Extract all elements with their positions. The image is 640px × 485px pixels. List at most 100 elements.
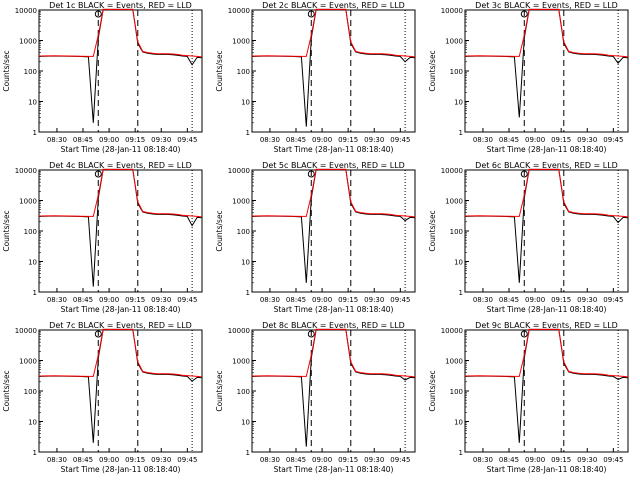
y-axis-label: Counts/sec: [215, 210, 224, 251]
x-axis-label: Start Time (28-Jan-11 08:18:40): [487, 145, 607, 154]
panel-frame: [38, 9, 203, 133]
y-tick-label: 100: [450, 228, 463, 236]
x-tick-label: 09:45: [390, 136, 410, 144]
x-tick-label: 09:30: [577, 136, 597, 144]
x-tick-label: 08:45: [73, 296, 93, 304]
x-tick-label: 08:45: [499, 136, 519, 144]
x-tick-label: 09:45: [603, 296, 623, 304]
events-series-line: [38, 8, 203, 123]
open-circle-marker: [520, 10, 528, 18]
y-tick-label: 10: [241, 99, 250, 107]
y-tick-label: 1: [33, 289, 37, 297]
y-tick-label: 10: [241, 419, 250, 427]
x-tick-label: 09:45: [177, 456, 197, 464]
events-series-line: [251, 8, 416, 127]
y-tick-label: 1: [459, 289, 463, 297]
x-tick-label: 09:00: [99, 456, 119, 464]
events-series-line: [38, 328, 203, 443]
x-tick-label: 08:45: [499, 296, 519, 304]
events-series-line: [38, 168, 203, 287]
events-series-line: [251, 328, 416, 447]
x-tick-label: 09:15: [551, 136, 571, 144]
x-tick-label: 09:00: [312, 456, 332, 464]
y-tick-label: 1: [459, 449, 463, 457]
panel-frame: [251, 329, 416, 453]
x-tick-label: 09:30: [364, 456, 384, 464]
y-tick-label: 10: [454, 419, 463, 427]
x-axis-label: Start Time (28-Jan-11 08:18:40): [487, 465, 607, 474]
panel-frame: [251, 9, 416, 133]
y-tick-label: 10: [28, 99, 37, 107]
x-tick-label: 09:00: [525, 136, 545, 144]
y-tick-label: 10000: [441, 167, 463, 175]
y-tick-label: 1000: [19, 358, 37, 366]
y-tick-label: 1000: [19, 38, 37, 46]
lld-series-line: [251, 168, 416, 218]
panel-title: Det 3c BLACK = Events, RED = LLD: [475, 1, 618, 10]
x-tick-label: 09:30: [151, 456, 171, 464]
y-tick-label: 1000: [232, 358, 250, 366]
y-tick-label: 1: [33, 129, 37, 137]
x-tick-label: 09:00: [525, 456, 545, 464]
open-circle-marker: [307, 330, 315, 338]
y-tick-label: 10000: [15, 167, 37, 175]
panel-frame: [251, 169, 416, 293]
x-tick-label: 09:00: [99, 136, 119, 144]
y-tick-label: 10000: [441, 327, 463, 335]
x-tick-label: 09:30: [577, 296, 597, 304]
y-tick-label: 10: [28, 419, 37, 427]
x-axis-label: Start Time (28-Jan-11 08:18:40): [274, 465, 394, 474]
x-tick-label: 09:15: [338, 136, 358, 144]
x-tick-label: 09:15: [338, 456, 358, 464]
panel-title: Det 4c BLACK = Events, RED = LLD: [49, 161, 192, 170]
y-axis-label: Counts/sec: [428, 50, 437, 91]
events-series-line: [251, 168, 416, 283]
open-circle-marker: [307, 170, 315, 178]
x-tick-label: 09:45: [603, 136, 623, 144]
open-circle-marker: [94, 330, 102, 338]
y-axis-label: Counts/sec: [215, 50, 224, 91]
events-series-line: [464, 168, 629, 283]
y-axis-label: Counts/sec: [215, 370, 224, 411]
x-axis-label: Start Time (28-Jan-11 08:18:40): [61, 305, 181, 314]
lld-series-line: [251, 8, 416, 58]
x-tick-label: 09:45: [177, 136, 197, 144]
y-tick-label: 100: [24, 228, 37, 236]
y-tick-label: 1: [246, 289, 250, 297]
y-tick-label: 100: [237, 68, 250, 76]
x-tick-label: 08:45: [73, 456, 93, 464]
panel-title: Det 6c BLACK = Events, RED = LLD: [475, 161, 618, 170]
x-tick-label: 09:00: [312, 136, 332, 144]
x-tick-label: 09:45: [603, 456, 623, 464]
y-axis-label: Counts/sec: [428, 370, 437, 411]
x-tick-label: 09:15: [125, 136, 145, 144]
y-tick-label: 100: [24, 68, 37, 76]
x-axis-label: Start Time (28-Jan-11 08:18:40): [274, 145, 394, 154]
y-tick-label: 10000: [441, 7, 463, 15]
x-tick-label: 09:30: [151, 296, 171, 304]
x-tick-label: 08:30: [260, 136, 280, 144]
y-axis-label: Counts/sec: [428, 210, 437, 251]
x-axis-label: Start Time (28-Jan-11 08:18:40): [274, 305, 394, 314]
x-tick-label: 09:45: [390, 456, 410, 464]
x-tick-label: 09:15: [551, 456, 571, 464]
x-tick-label: 09:15: [551, 296, 571, 304]
x-tick-label: 09:15: [338, 296, 358, 304]
y-axis-label: Counts/sec: [2, 210, 11, 251]
panel-frame: [38, 329, 203, 453]
panel-title: Det 2c BLACK = Events, RED = LLD: [262, 1, 405, 10]
panel-title: Det 7c BLACK = Events, RED = LLD: [49, 321, 192, 330]
y-tick-label: 10: [454, 99, 463, 107]
lld-series-line: [464, 168, 629, 218]
x-axis-label: Start Time (28-Jan-11 08:18:40): [61, 145, 181, 154]
lld-series-line: [464, 8, 629, 58]
x-tick-label: 08:30: [260, 456, 280, 464]
events-series-line: [464, 328, 629, 443]
x-tick-label: 08:30: [260, 296, 280, 304]
open-circle-marker: [94, 10, 102, 18]
y-tick-label: 1000: [19, 198, 37, 206]
lld-series-line: [251, 328, 416, 378]
lld-series-line: [464, 328, 629, 378]
x-tick-label: 08:45: [286, 296, 306, 304]
